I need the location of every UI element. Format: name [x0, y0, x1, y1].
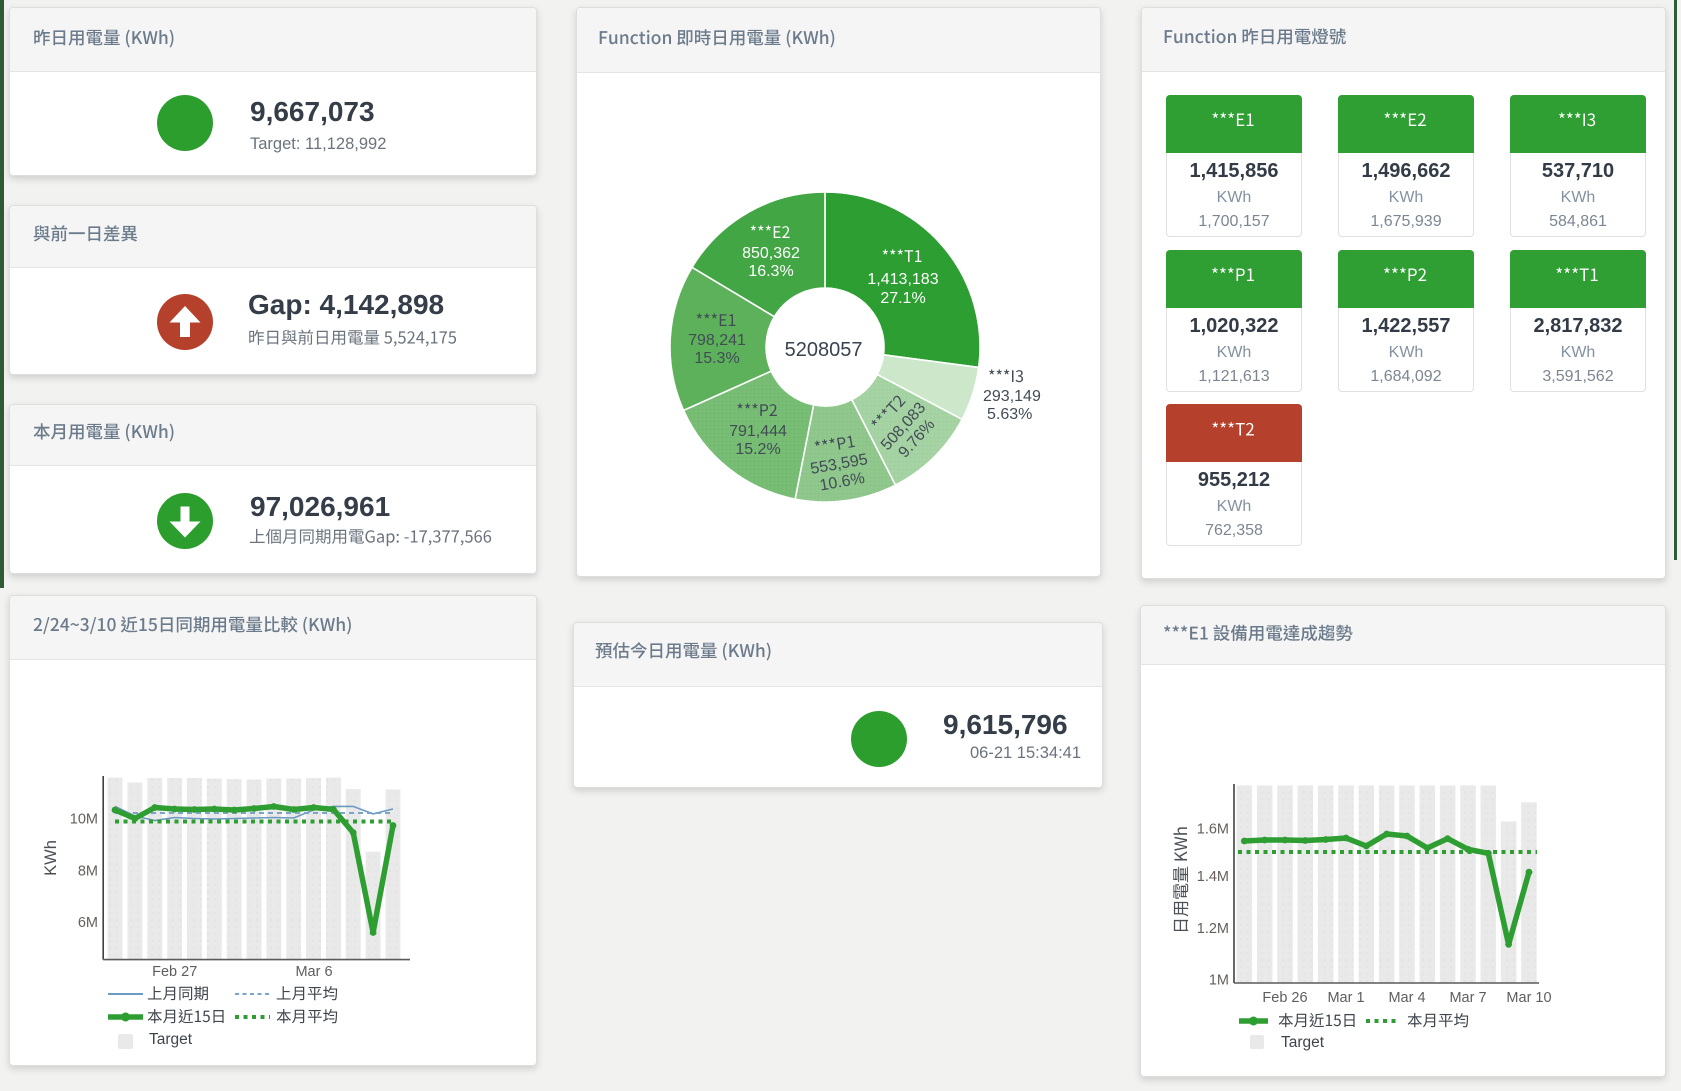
svg-text:KWh: KWh: [42, 840, 60, 876]
svg-text:Mar 1: Mar 1: [1327, 990, 1364, 1006]
svg-text:Target: Target: [149, 1031, 193, 1048]
svg-text:850,362: 850,362: [742, 245, 800, 262]
svg-text:Mar 4: Mar 4: [1388, 990, 1425, 1006]
svg-text:15.3%: 15.3%: [694, 350, 739, 367]
svg-text:8M: 8M: [78, 864, 98, 880]
svg-text:Mar 10: Mar 10: [1506, 990, 1551, 1006]
svg-text:15.2%: 15.2%: [735, 441, 780, 458]
svg-text:1M: 1M: [1209, 973, 1229, 989]
svg-text:Target: Target: [1281, 1034, 1325, 1051]
svg-text:16.3%: 16.3%: [748, 263, 793, 280]
svg-text:5208057: 5208057: [785, 339, 863, 361]
svg-text:10M: 10M: [70, 812, 98, 828]
svg-text:Feb 27: Feb 27: [152, 964, 197, 980]
svg-text:27.1%: 27.1%: [880, 290, 925, 307]
svg-text:1,413,183: 1,413,183: [867, 271, 938, 288]
svg-text:1.2M: 1.2M: [1197, 921, 1229, 937]
svg-text:Mar 7: Mar 7: [1449, 990, 1486, 1006]
svg-text:1.6M: 1.6M: [1197, 822, 1229, 838]
svg-text:1.4M: 1.4M: [1197, 869, 1229, 885]
svg-text:5.63%: 5.63%: [987, 406, 1032, 423]
svg-text:791,444: 791,444: [729, 423, 787, 440]
svg-text:Mar 6: Mar 6: [295, 964, 332, 980]
svg-text:798,241: 798,241: [688, 332, 746, 349]
svg-text:6M: 6M: [78, 915, 98, 931]
svg-text:293,149: 293,149: [983, 388, 1041, 405]
svg-text:Feb 26: Feb 26: [1262, 990, 1307, 1006]
